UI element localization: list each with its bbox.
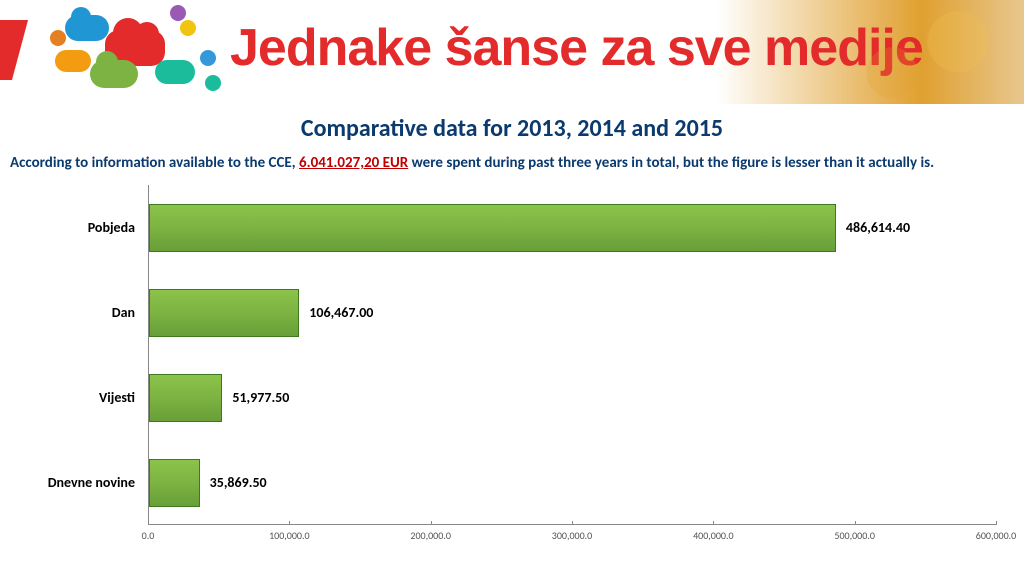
bar: [149, 374, 222, 422]
banner: Jednake šanse za sve medije: [0, 0, 1024, 104]
x-tick: 100,000.0: [269, 529, 310, 542]
x-tick: 0.0: [142, 529, 155, 542]
chart-row: Vijesti51,977.50: [149, 374, 996, 422]
cloud-cluster-decoration: [50, 5, 230, 100]
bar: [149, 289, 299, 337]
x-tick: 600,000.0: [976, 529, 1017, 542]
x-tick: 400,000.0: [693, 529, 734, 542]
row-label: Dnevne novine: [9, 474, 149, 491]
banner-accent: [0, 20, 28, 80]
bar: [149, 459, 200, 507]
chart-row: Dnevne novine35,869.50: [149, 459, 996, 507]
row-label: Pobjeda: [9, 219, 149, 236]
page-title: Comparative data for 2013, 2014 and 2015: [8, 114, 1016, 143]
bar-value: 51,977.50: [232, 389, 289, 406]
description-highlight: 6.041.027,20 EUR: [299, 154, 408, 172]
plot-area: Pobjeda486,614.40 Dan106,467.00 Vijesti51,…: [148, 185, 996, 525]
x-tick: 200,000.0: [410, 529, 451, 542]
description-post: were spent during past three years in to…: [408, 154, 934, 172]
media-spend-chart: Pobjeda486,614.40 Dan106,467.00 Vijesti51,…: [148, 185, 996, 545]
bar-value: 35,869.50: [210, 474, 267, 491]
bar: [149, 204, 836, 252]
chart-row: Dan106,467.00: [149, 289, 996, 337]
x-tick: 500,000.0: [834, 529, 875, 542]
bar-value: 486,614.40: [846, 219, 910, 236]
row-label: Vijesti: [9, 389, 149, 406]
x-axis: 0.0100,000.0200,000.0300,000.0400,000.05…: [148, 525, 996, 545]
description-pre: According to information available to th…: [10, 154, 299, 172]
content: Comparative data for 2013, 2014 and 2015…: [0, 104, 1024, 545]
bar-value: 106,467.00: [309, 304, 373, 321]
x-tick: 300,000.0: [552, 529, 593, 542]
banner-right-decoration: [804, 0, 1024, 104]
chart-row: Pobjeda486,614.40: [149, 204, 996, 252]
row-label: Dan: [9, 304, 149, 321]
description: According to information available to th…: [8, 153, 1016, 173]
